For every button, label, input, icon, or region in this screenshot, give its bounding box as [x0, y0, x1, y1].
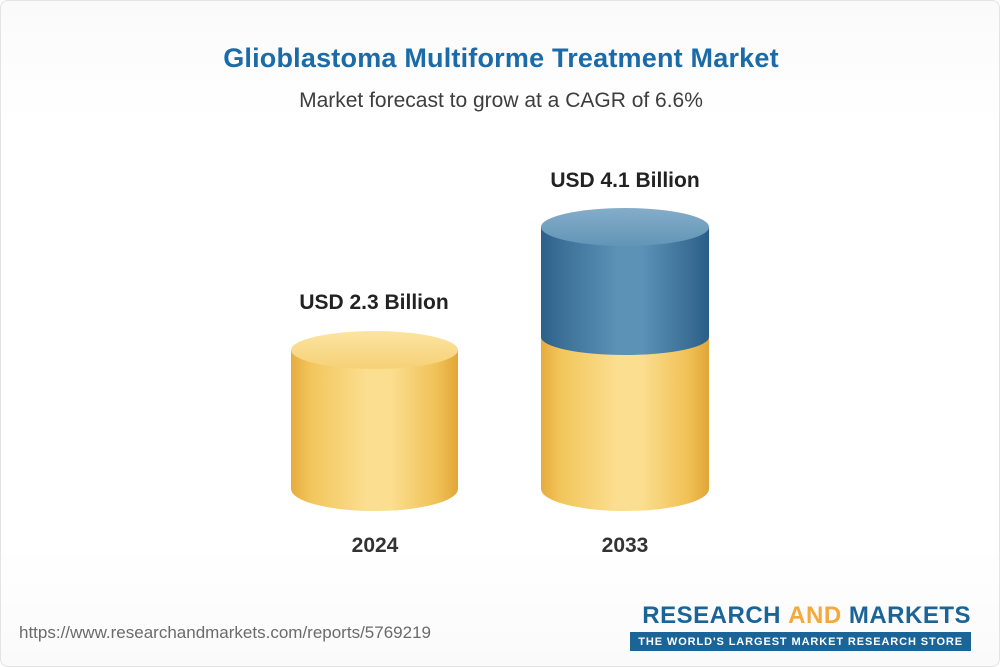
logo-word-research: RESEARCH [642, 602, 781, 629]
logo-word-markets: MARKETS [848, 602, 971, 629]
research-and-markets-logo: RESEARCH AND MARKETS THE WORLD'S LARGEST… [630, 602, 971, 652]
chart-subtitle: Market forecast to grow at a CAGR of 6.6… [299, 89, 703, 112]
bar-2024-cylinder-body [291, 350, 458, 511]
bar-2033-growth-segment [541, 227, 709, 355]
bar-2033-cylinder-top [541, 208, 709, 246]
bar-2024-cylinder-top [291, 331, 458, 369]
logo-wordmark: RESEARCH AND MARKETS [642, 602, 971, 629]
chart-title: Glioblastoma Multiforme Treatment Market [223, 43, 779, 73]
bar-2033-base-segment [541, 331, 709, 511]
x-axis-label-2033: 2033 [601, 534, 649, 557]
logo-word-and: AND [788, 602, 842, 629]
bar-2024-value-label: USD 2.3 Billion [299, 291, 449, 314]
report-url-link[interactable]: https://www.researchandmarkets.com/repor… [19, 623, 431, 642]
logo-tagline: THE WORLD'S LARGEST MARKET RESEARCH STOR… [630, 632, 971, 652]
bar-2033-value-label: USD 4.1 Billion [550, 169, 700, 192]
x-axis-label-2024: 2024 [351, 534, 399, 557]
